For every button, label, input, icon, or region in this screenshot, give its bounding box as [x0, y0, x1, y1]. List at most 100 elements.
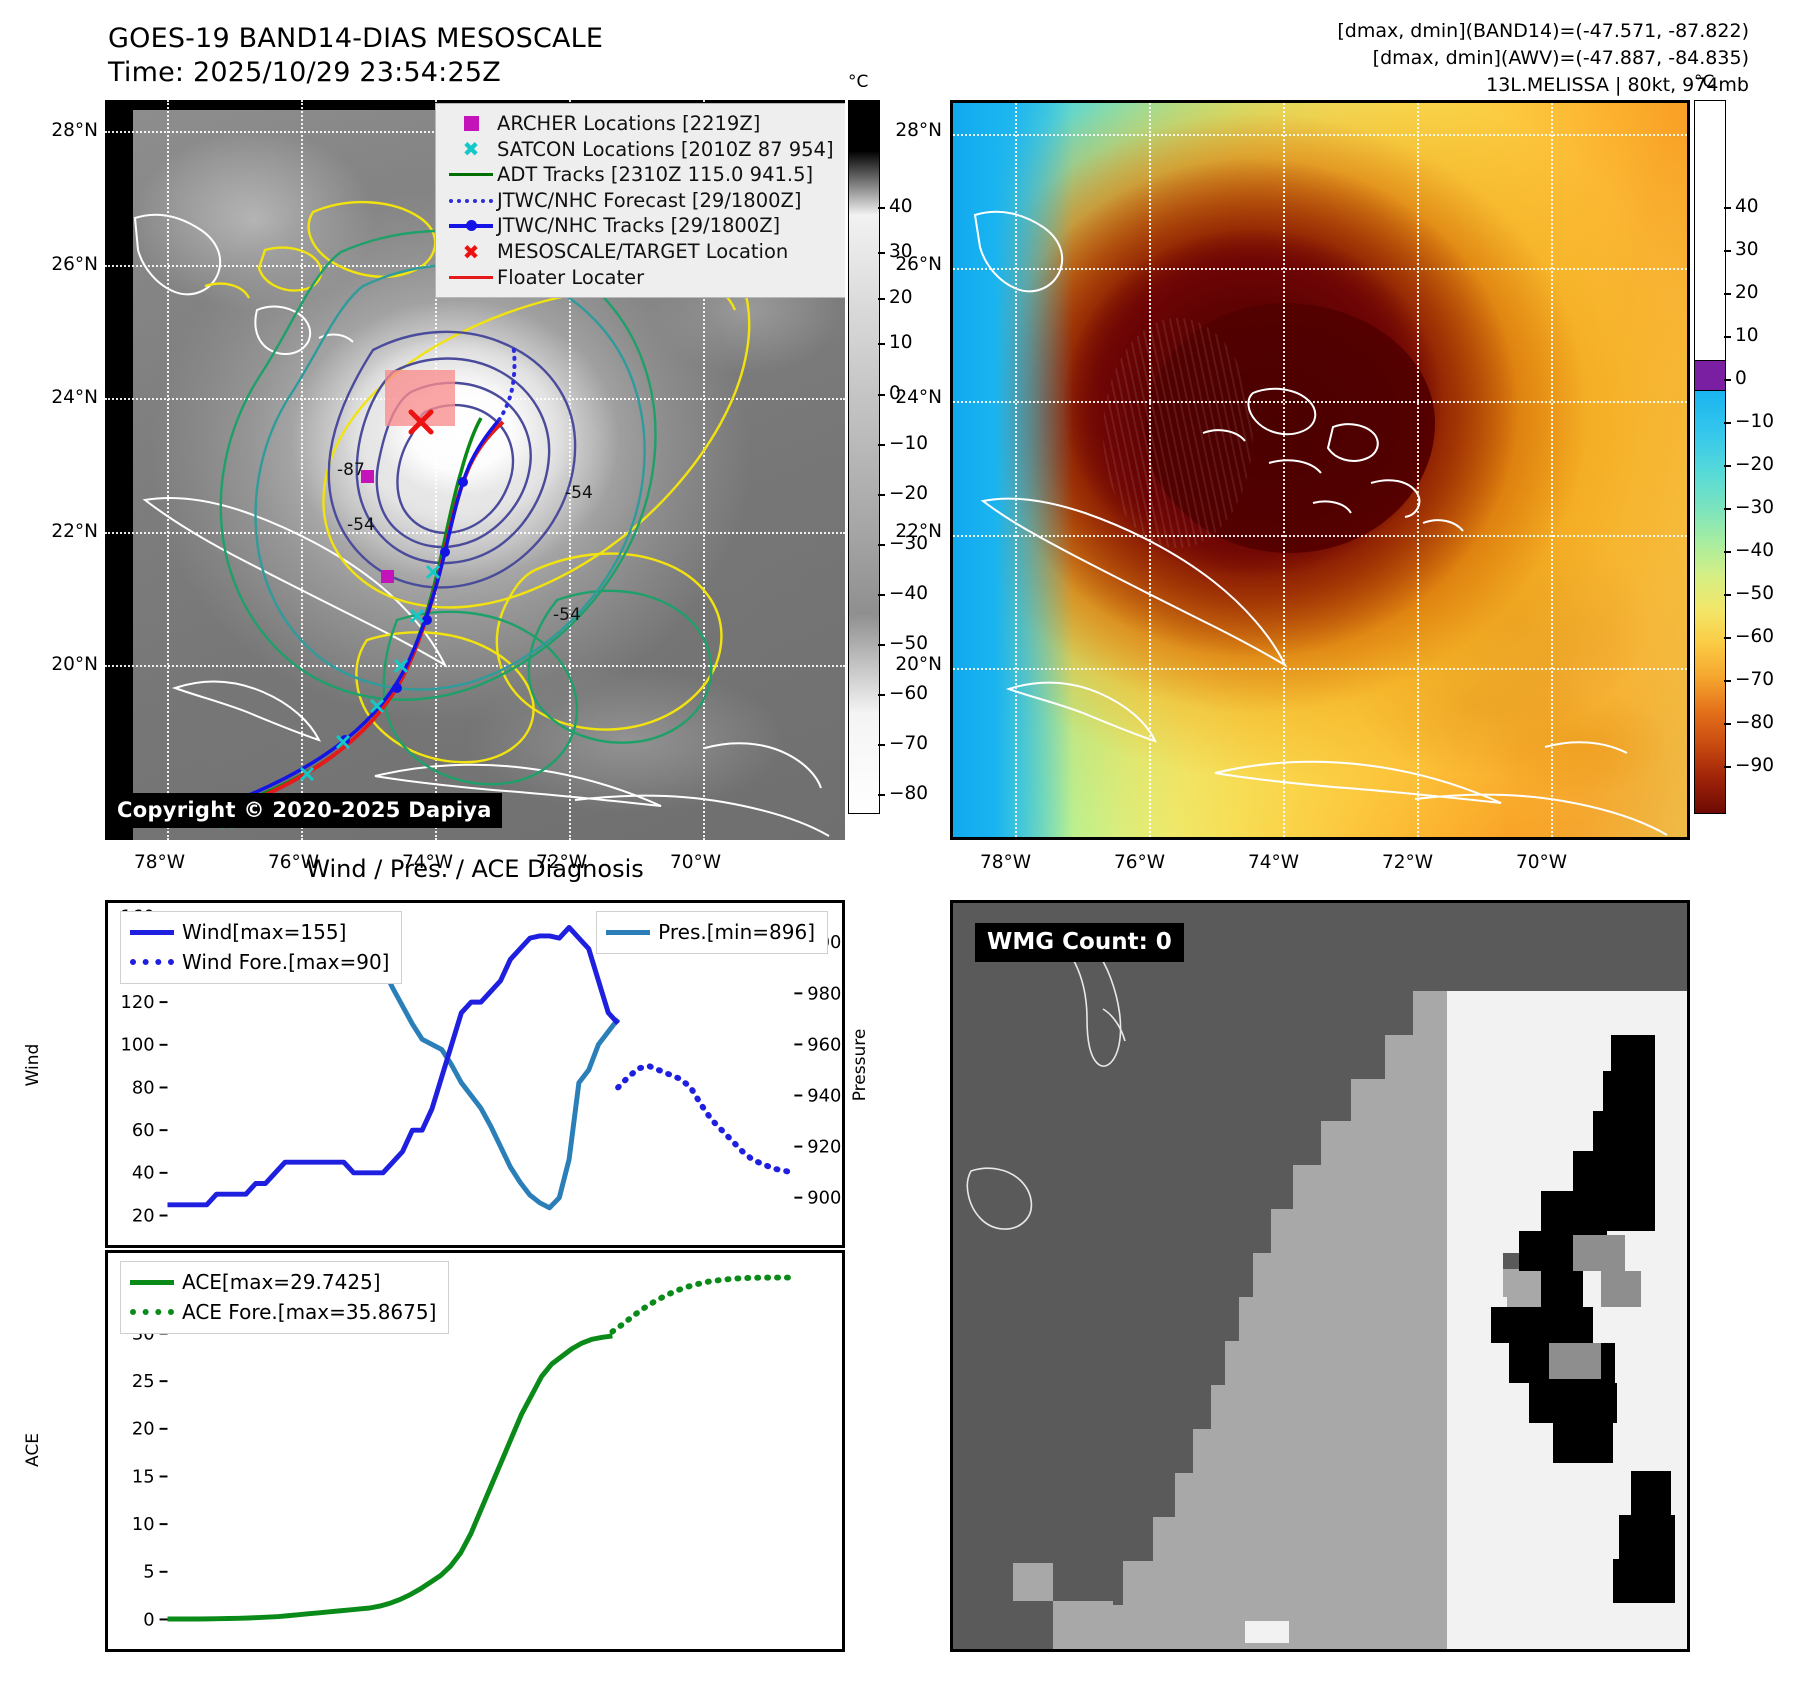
awv-satellite-imagery	[953, 103, 1687, 837]
ir-cb-tick-m80: −80	[889, 783, 929, 804]
copyright-badge: Copyright © 2020-2025 Dapiya	[107, 793, 502, 828]
legend-label: MESOSCALE/TARGET Location	[497, 239, 789, 263]
awv-enhanced-ir-map[interactable]	[950, 100, 1690, 840]
legend-item-wind: Wind[max=155]	[130, 917, 389, 947]
dotted-line-icon	[445, 198, 497, 203]
solid-line-red-icon	[445, 275, 497, 279]
ace-chart[interactable]: 05101520253035 ACE[max=29.7425] ACE Fore…	[105, 1250, 845, 1652]
awv-cb-tick-m50: −50	[1735, 583, 1775, 604]
wind-pressure-chart[interactable]: 204060801001201401609009209409609801000 …	[105, 900, 845, 1248]
ir-cb-tick-m40: −40	[889, 583, 929, 604]
awv-lon-tick-70w: 70°W	[1516, 852, 1568, 873]
ir-colorbar-title: °C	[848, 72, 869, 92]
awv-colorbar: °C 40 30 20 10 0 −10 −20 −30 −40 −50 −60…	[1694, 72, 1794, 842]
page-title-block: GOES-19 BAND14-DIAS MESOSCALE Time: 2025…	[108, 22, 603, 90]
ir-lon-tick-78w: 78°W	[134, 852, 186, 873]
legend-label: JTWC/NHC Forecast [29/1800Z]	[497, 188, 802, 212]
svg-text:0: 0	[143, 1609, 154, 1630]
awv-cb-tick-m20: −20	[1735, 454, 1775, 475]
legend-item-ace-forecast: ACE Fore.[max=35.8675]	[130, 1297, 436, 1327]
ir-colorbar: °C 40 30 20 10 0 −10 −20 −30 −40 −50 −60…	[848, 72, 938, 842]
svg-text:100: 100	[121, 1036, 155, 1056]
awv-cb-tick-30: 30	[1735, 239, 1759, 260]
wmg-count-badge: WMG Count: 0	[975, 923, 1184, 962]
wmg-raster-cells	[953, 903, 1687, 1649]
awv-lat-tick-24n: 24°N	[895, 387, 942, 408]
legend-item-adt-tracks: ADT Tracks [2310Z 115.0 941.5]	[445, 162, 834, 188]
ir-cb-tick-40: 40	[889, 196, 913, 217]
pressure-axis-label: Pressure	[850, 1028, 870, 1102]
ir-mesoscale-map[interactable]: -87 -54 -54 -54 ARCHER Locations [2219Z]…	[105, 100, 845, 840]
solid-line-teal-icon	[606, 929, 658, 935]
ir-lat-tick-22n: 22°N	[51, 521, 98, 542]
ir-lat-tick-28n: 28°N	[51, 120, 98, 141]
svg-text:20: 20	[132, 1206, 155, 1226]
ir-lat-tick-26n: 26°N	[51, 254, 98, 275]
ir-colorbar-gradient	[848, 100, 880, 814]
svg-text:40: 40	[132, 1164, 155, 1184]
x-marker-red-icon: ✖	[462, 239, 480, 264]
ir-cb-tick-10: 10	[889, 332, 913, 353]
legend-label: Floater Locater	[497, 265, 645, 289]
ir-cb-tick-30: 30	[889, 241, 913, 262]
legend-item-floater-locater: Floater Locater	[445, 265, 834, 291]
ir-lat-tick-24n: 24°N	[51, 387, 98, 408]
ir-cb-tick-m20: −20	[889, 483, 929, 504]
awv-cb-tick-m10: −10	[1735, 411, 1775, 432]
legend-item-ace: ACE[max=29.7425]	[130, 1267, 436, 1297]
ir-cb-tick-m60: −60	[889, 683, 929, 704]
svg-text:15: 15	[132, 1466, 155, 1487]
solid-line-icon	[445, 173, 497, 177]
awv-lon-tick-78w: 78°W	[980, 852, 1032, 873]
awv-cb-tick-0: 0	[1735, 368, 1747, 389]
awv-colorbar-gradient	[1694, 390, 1726, 814]
solid-line-green-icon	[130, 1279, 182, 1285]
legend-label: ACE Fore.[max=35.8675]	[182, 1300, 437, 1324]
awv-lon-tick-76w: 76°W	[1114, 852, 1166, 873]
line-with-dot-icon	[445, 220, 497, 232]
awv-cb-tick-m80: −80	[1735, 712, 1775, 733]
wind-pressure-plot-area: 204060801001201401609009209409609801000	[121, 908, 842, 1227]
ace-chart-legend: ACE[max=29.7425] ACE Fore.[max=35.8675]	[120, 1261, 450, 1334]
svg-text:120: 120	[121, 993, 155, 1013]
wmg-raster-map[interactable]: WMG Count: 0	[950, 900, 1690, 1652]
svg-text:80: 80	[132, 1078, 155, 1098]
awv-cb-tick-20: 20	[1735, 282, 1759, 303]
awv-lat-tick-26n: 26°N	[895, 254, 942, 275]
legend-label: Wind Fore.[max=90]	[182, 950, 390, 974]
legend-label: SATCON Locations [2010Z 87 954]	[497, 137, 834, 161]
awv-lat-tick-28n: 28°N	[895, 120, 942, 141]
awv-cb-tick-m60: −60	[1735, 626, 1775, 647]
svg-text:960: 960	[807, 1035, 841, 1055]
page-timestamp: Time: 2025/10/29 23:54:25Z	[108, 57, 501, 88]
svg-text:25: 25	[132, 1371, 155, 1392]
awv-cb-tick-m30: −30	[1735, 497, 1775, 518]
solid-line-icon	[130, 929, 182, 935]
page-title: GOES-19 BAND14-DIAS MESOSCALE	[108, 23, 604, 54]
legend-item-wind-forecast: Wind Fore.[max=90]	[130, 947, 389, 977]
legend-item-mesoscale-target: ✖ MESOSCALE/TARGET Location	[445, 239, 834, 265]
svg-text:60: 60	[132, 1121, 155, 1141]
awv-cb-tick-40: 40	[1735, 196, 1759, 217]
ir-cb-tick-m50: −50	[889, 633, 929, 654]
awv-lat-tick-20n: 20°N	[895, 654, 942, 675]
legend-label: Wind[max=155]	[182, 920, 347, 944]
wind-chart-legend: Wind[max=155] Wind Fore.[max=90]	[120, 911, 403, 984]
legend-label: JTWC/NHC Tracks [29/1800Z]	[497, 214, 781, 238]
svg-text:900: 900	[807, 1189, 841, 1209]
legend-item-pressure: Pres.[min=896]	[606, 917, 815, 947]
dotted-line-icon	[130, 959, 182, 965]
svg-text:20: 20	[132, 1419, 155, 1440]
svg-text:-87: -87	[337, 460, 365, 480]
ir-lon-tick-72w: 72°W	[536, 852, 588, 873]
legend-item-jtwc-tracks: JTWC/NHC Tracks [29/1800Z]	[445, 213, 834, 239]
legend-item-satcon: ✖ SATCON Locations [2010Z 87 954]	[445, 137, 834, 163]
dmax-band14-text: [dmax, dmin](BAND14)=(-47.571, -87.822)	[1337, 20, 1749, 42]
ir-cb-tick-m10: −10	[889, 433, 929, 454]
x-marker-icon: ✖	[462, 137, 480, 162]
legend-item-jtwc-forecast: JTWC/NHC Forecast [29/1800Z]	[445, 188, 834, 214]
header-stats: [dmax, dmin](BAND14)=(-47.571, -87.822) …	[1149, 18, 1749, 99]
svg-text:-54: -54	[347, 515, 375, 535]
ir-cb-tick-m70: −70	[889, 733, 929, 754]
